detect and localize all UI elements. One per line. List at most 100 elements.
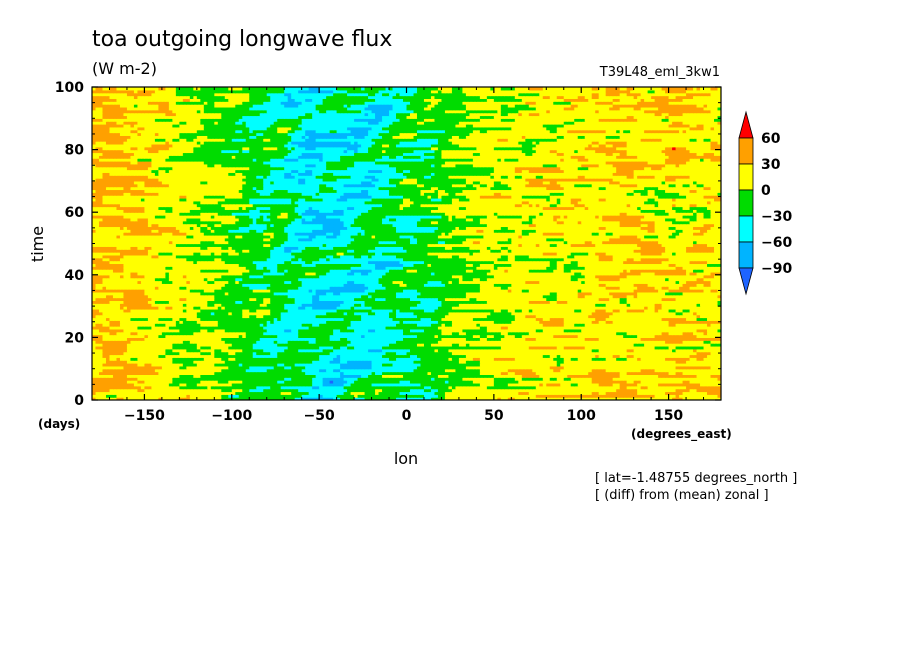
heat-cell <box>354 397 359 400</box>
heat-cell <box>294 388 299 393</box>
heat-cell <box>658 391 663 395</box>
heat-cell <box>563 391 568 395</box>
heat-cell <box>577 382 582 387</box>
heat-cell <box>364 394 369 398</box>
heat-cell <box>154 388 159 393</box>
heat-cell <box>294 382 299 387</box>
heat-cell <box>147 382 152 387</box>
heat-cell <box>172 391 177 395</box>
heat-cell <box>217 382 222 387</box>
heat-cell <box>640 385 645 390</box>
heat-cell <box>186 382 191 387</box>
heat-cell <box>490 382 495 387</box>
heat-cell <box>193 397 198 400</box>
heat-cell <box>245 388 250 393</box>
heat-cell <box>682 397 687 400</box>
heat-cell <box>119 385 125 390</box>
heat-cell <box>553 391 558 395</box>
heat-cell <box>707 394 712 398</box>
heat-cell <box>322 388 327 393</box>
heat-cell <box>130 397 135 400</box>
heat-cell <box>637 385 642 390</box>
heat-cell <box>326 385 331 390</box>
heat-cell <box>343 397 348 400</box>
heat-cell <box>123 391 128 395</box>
heat-cell <box>193 388 198 393</box>
heat-cell <box>259 385 264 390</box>
heat-cell <box>259 388 264 393</box>
heat-cell <box>116 391 121 395</box>
heat-cell <box>511 391 516 395</box>
heat-cell <box>196 382 201 387</box>
heat-cell <box>102 391 107 395</box>
heat-cell <box>528 391 533 395</box>
heat-cell <box>693 388 698 393</box>
heat-cell <box>371 394 376 398</box>
heat-cell <box>612 394 617 398</box>
heat-cell <box>486 385 491 390</box>
heat-cell <box>637 394 642 398</box>
heat-cell <box>354 385 359 390</box>
heat-cell <box>266 391 271 395</box>
heat-cell <box>458 388 464 393</box>
heat-cell <box>228 382 233 387</box>
heat-cell <box>525 394 530 398</box>
heat-cell <box>619 391 624 395</box>
heat-cell <box>399 382 404 387</box>
heat-cell <box>647 388 652 393</box>
heat-cell <box>577 385 582 390</box>
heat-cell <box>637 382 642 387</box>
chart-title: toa outgoing longwave flux <box>92 27 392 52</box>
heat-cell <box>123 397 128 400</box>
heat-cell <box>308 385 313 390</box>
heat-cell <box>273 382 278 387</box>
heat-cell <box>665 388 670 393</box>
heat-cell <box>406 382 411 387</box>
heat-cell <box>689 385 694 390</box>
heat-cell <box>207 385 212 390</box>
heat-cell <box>605 397 610 400</box>
heat-cell <box>347 391 352 395</box>
heat-cell <box>298 385 303 390</box>
heat-cell <box>518 382 523 387</box>
heat-cell <box>147 394 152 398</box>
heat-cell <box>560 394 565 398</box>
heat-cell <box>210 391 215 395</box>
heat-cell <box>640 388 645 393</box>
heat-cell <box>563 397 568 400</box>
heat-cell <box>546 397 551 400</box>
heat-cell <box>577 388 582 393</box>
heat-cell <box>266 394 271 398</box>
heat-cell <box>130 388 135 393</box>
heat-cell <box>465 394 470 398</box>
heat-cell <box>158 382 163 387</box>
heat-cell <box>98 388 104 393</box>
heat-cell <box>444 385 450 390</box>
heat-cell <box>514 382 519 387</box>
heat-cell <box>581 388 586 393</box>
heat-cell <box>427 391 432 395</box>
heat-cell <box>210 382 215 387</box>
heat-cell <box>368 385 373 390</box>
heat-cell <box>235 382 240 387</box>
heat-cell <box>168 397 173 400</box>
heat-cell <box>556 385 561 390</box>
heat-cell <box>567 391 572 395</box>
heat-cell <box>451 388 457 393</box>
heat-cell <box>221 391 226 395</box>
heat-cell <box>144 388 149 393</box>
heat-cell <box>221 385 226 390</box>
heat-cell <box>451 391 457 395</box>
heat-cell <box>235 394 240 398</box>
heat-cell <box>116 397 121 400</box>
heat-cell <box>549 385 554 390</box>
heat-cell <box>511 397 516 400</box>
heat-cell <box>105 385 111 390</box>
heat-cell <box>364 391 369 395</box>
heat-cell <box>396 397 401 400</box>
heat-cell <box>469 388 474 393</box>
heat-cell <box>539 382 544 387</box>
heat-cell <box>273 391 278 395</box>
heat-cell <box>626 394 631 398</box>
heat-cell <box>640 391 645 395</box>
